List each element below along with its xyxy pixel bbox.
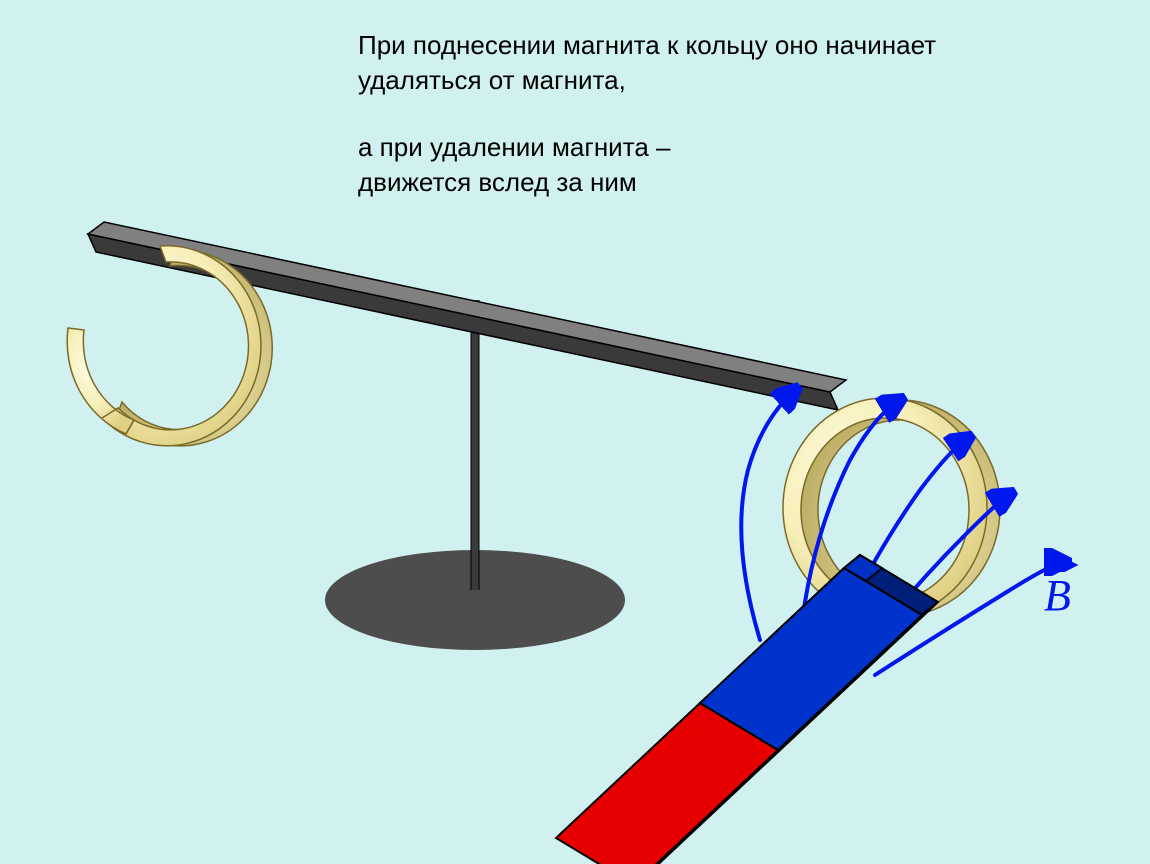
- caption-1-line-2: удаляться от магнита,: [358, 63, 936, 98]
- caption-2: а при удалении магнита – движется вслед …: [358, 130, 670, 200]
- caption-1-line-1: При поднесении магнита к кольцу оно начи…: [358, 28, 936, 63]
- caption-2-line-1: а при удалении магнита –: [358, 130, 670, 165]
- caption-2-line-2: движется вслед за ним: [358, 165, 670, 200]
- b-vector-label: В: [1044, 570, 1071, 621]
- caption-1: При поднесении магнита к кольцу оно начи…: [358, 28, 936, 98]
- stand-pole: [471, 300, 479, 590]
